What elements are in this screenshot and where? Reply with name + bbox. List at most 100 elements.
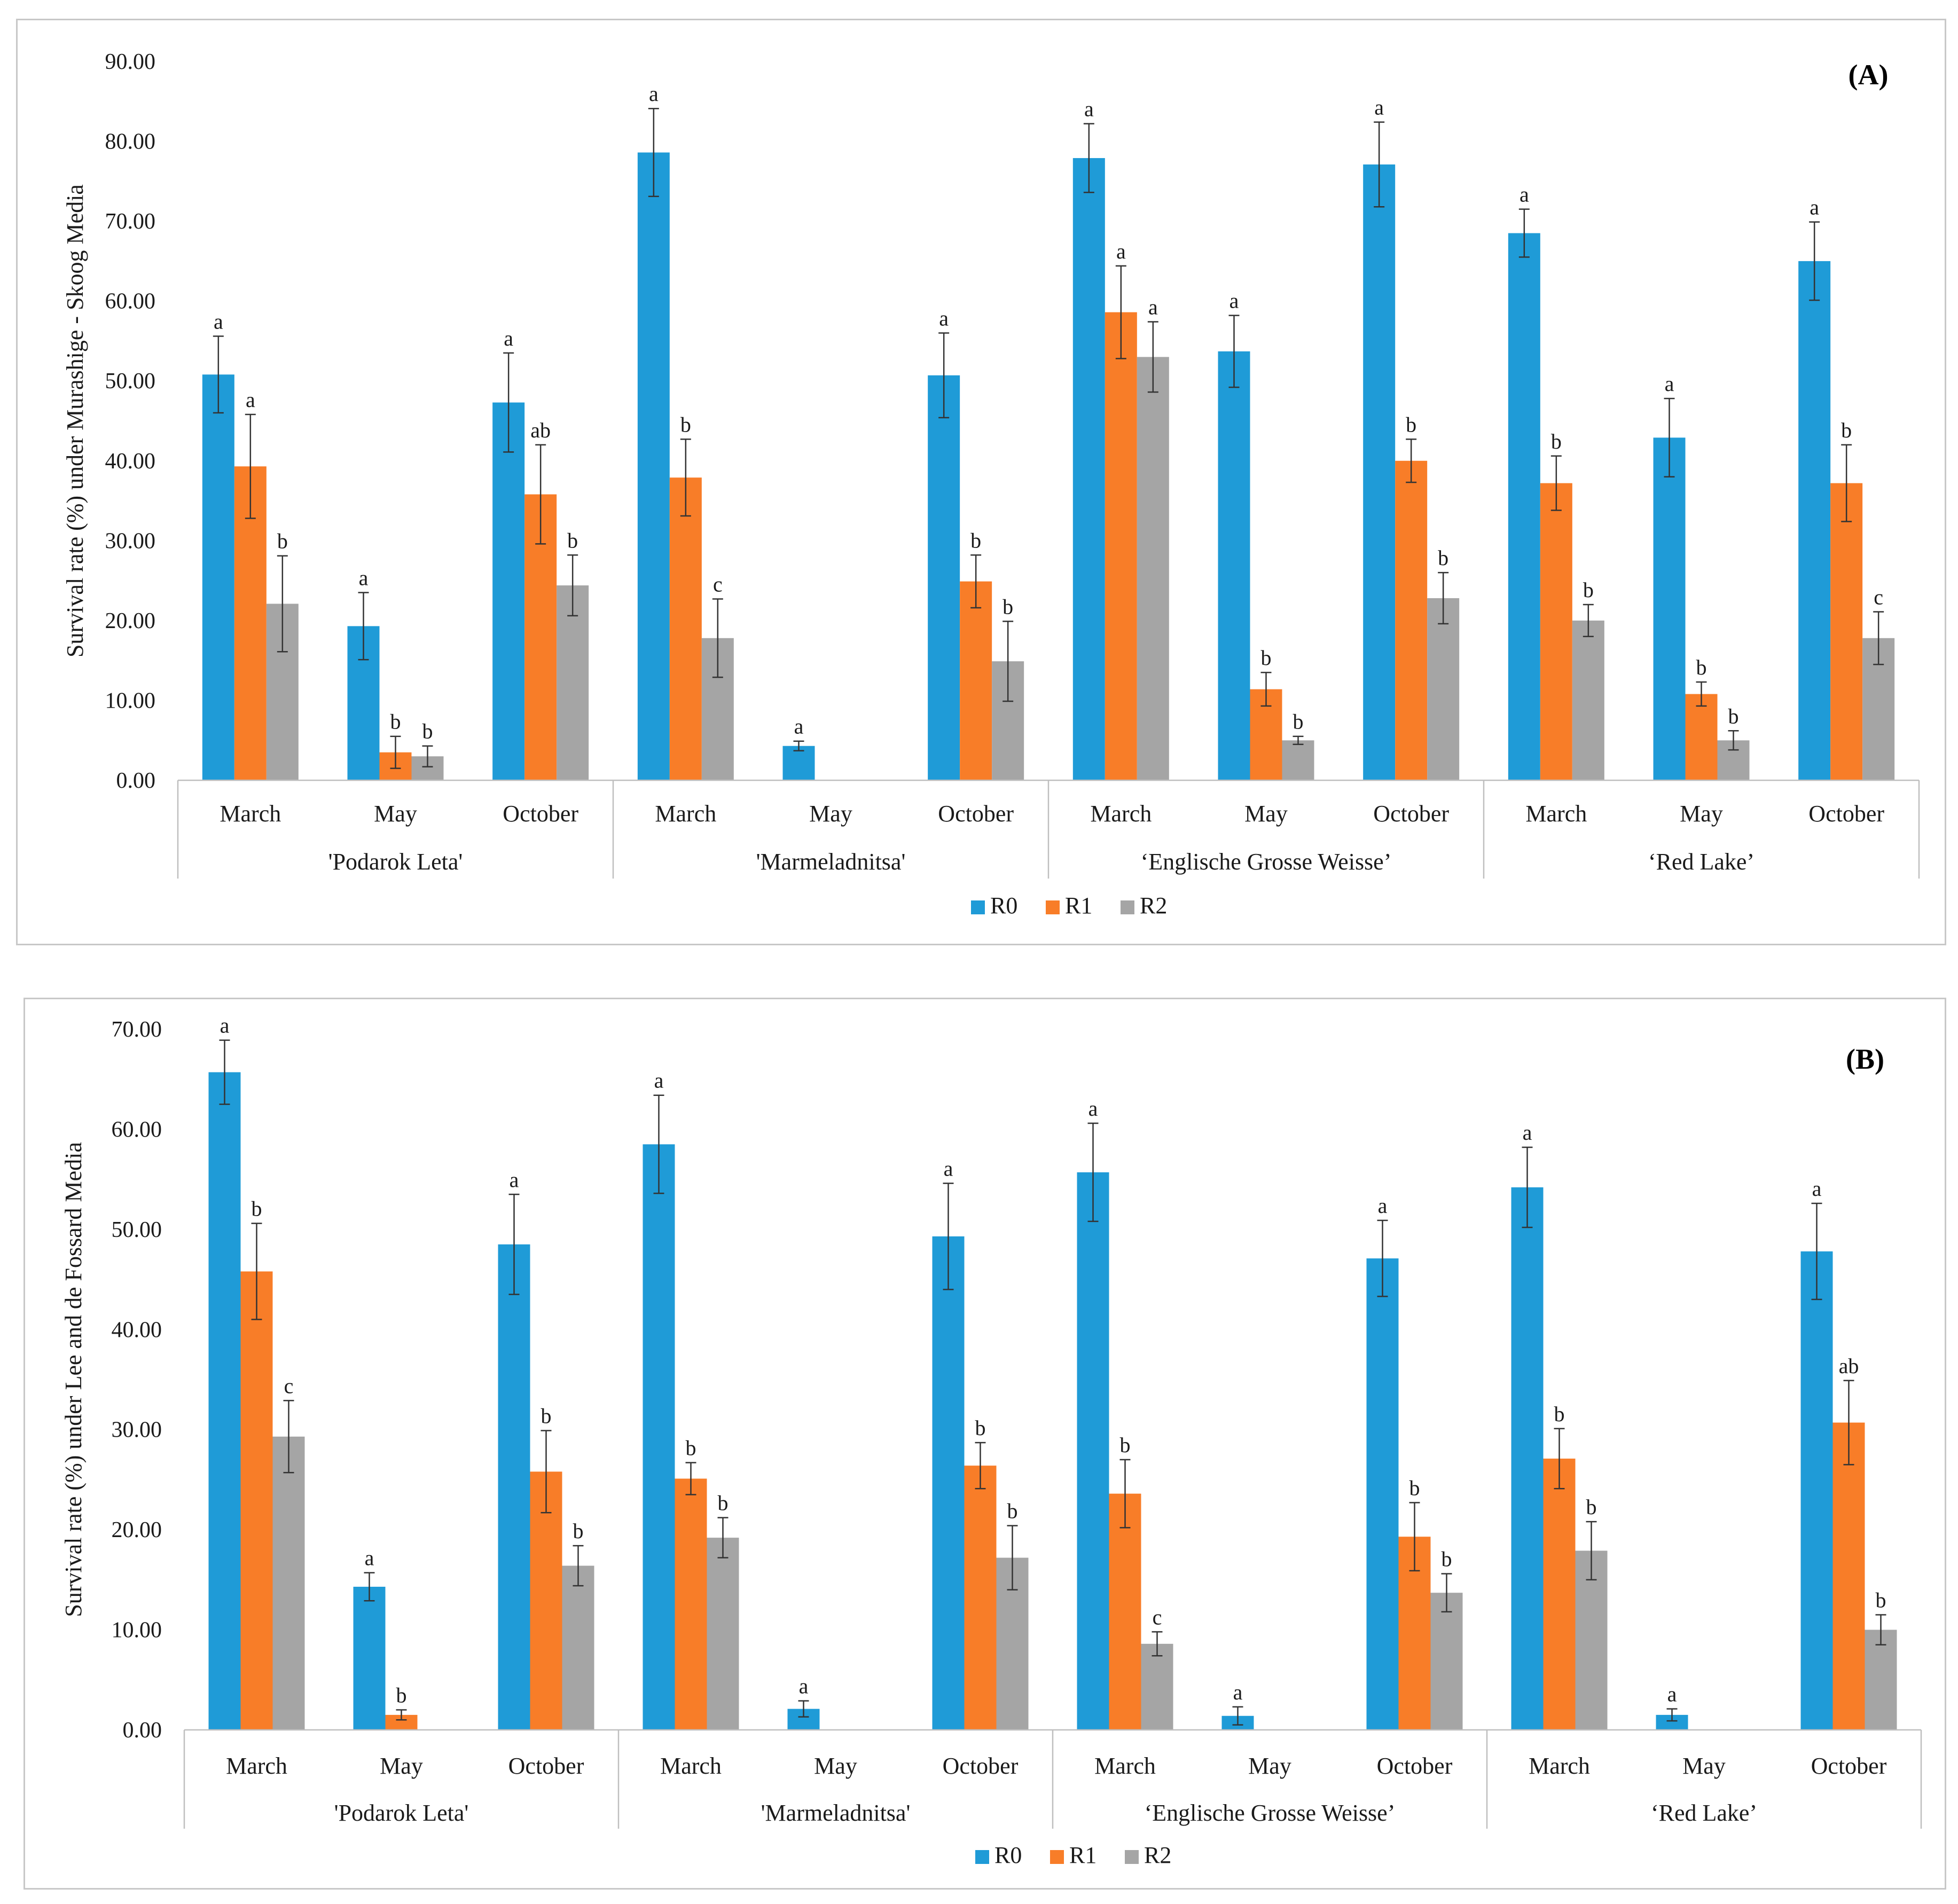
significance-letter: a xyxy=(1148,295,1158,319)
error-bar xyxy=(1377,1219,1388,1297)
error-bar xyxy=(1083,123,1094,193)
error-bar xyxy=(938,332,950,419)
significance-letter: b xyxy=(573,1519,584,1543)
y-tick-label: 30.00 xyxy=(105,529,156,553)
x-tick-label-month: October xyxy=(938,801,1014,827)
significance-letter: a xyxy=(214,309,223,333)
y-tick-label: 40.00 xyxy=(112,1318,162,1342)
error-bar xyxy=(390,735,401,769)
x-group-label: ‘Red Lake’ xyxy=(1651,1800,1757,1826)
significance-letter: b xyxy=(1007,1499,1018,1523)
error-bar xyxy=(1696,681,1707,707)
error-bar xyxy=(680,438,691,517)
x-tick-label-month: October xyxy=(503,801,578,827)
x-tick-label-month: March xyxy=(1094,1753,1156,1779)
significance-letter: a xyxy=(246,388,255,412)
significance-letter: b xyxy=(1551,429,1562,453)
significance-letter: a xyxy=(359,566,369,590)
error-bar xyxy=(503,352,514,453)
error-bar xyxy=(213,335,224,414)
x-tick-label-month: March xyxy=(1525,801,1587,827)
bar-r1 xyxy=(669,477,702,780)
x-tick-label-month: March xyxy=(655,801,716,827)
legend-swatch-r1 xyxy=(1046,900,1060,914)
x-tick-label-month: October xyxy=(943,1753,1019,1779)
significance-letter: b xyxy=(975,1416,986,1440)
error-bar xyxy=(1583,604,1594,638)
error-bar xyxy=(1406,438,1417,483)
bar-r0 xyxy=(202,374,234,780)
error-bar xyxy=(1809,221,1820,301)
error-bar xyxy=(717,1517,729,1558)
x-tick-label-month: October xyxy=(1808,801,1884,827)
x-group-label: ‘Englische Grosse Weisse’ xyxy=(1145,1800,1396,1826)
x-tick-label-month: May xyxy=(374,801,417,827)
significance-letter: b xyxy=(718,1491,729,1515)
x-tick-label-month: March xyxy=(1529,1753,1590,1779)
significance-letter: a xyxy=(1667,1682,1677,1706)
error-bar xyxy=(1232,1706,1243,1726)
bar-r0 xyxy=(1072,158,1105,781)
x-tick-label-month: May xyxy=(809,801,852,827)
bar-r2 xyxy=(272,1436,305,1730)
bar-r0 xyxy=(1800,1251,1833,1730)
significance-letter: a xyxy=(1665,372,1674,396)
bar-r0 xyxy=(1366,1258,1399,1730)
error-bar xyxy=(283,1400,294,1474)
error-bar xyxy=(1293,735,1304,745)
y-tick-label: 10.00 xyxy=(105,688,156,713)
legend-swatch-r1 xyxy=(1050,1850,1064,1864)
panel-label: (A) xyxy=(1849,59,1889,91)
error-bar xyxy=(541,1430,552,1514)
error-bar xyxy=(970,554,982,609)
error-bar xyxy=(1119,1459,1131,1529)
error-bar xyxy=(648,107,659,197)
x-tick-label-month: May xyxy=(1244,801,1288,827)
y-tick-label: 50.00 xyxy=(112,1218,162,1242)
error-bar xyxy=(975,1441,986,1490)
significance-letter: b xyxy=(1554,1402,1565,1426)
error-bar xyxy=(943,1182,954,1290)
error-bar xyxy=(1811,1202,1822,1300)
significance-letter: c xyxy=(284,1374,294,1398)
bar-r2 xyxy=(1430,1593,1463,1730)
chart-a-svg: 0.00 10.00 20.00 30.00 40.00 50.00 60.00 70.00 8… xyxy=(62,50,1920,919)
bar-r1 xyxy=(964,1466,997,1730)
legend-label-r2: R2 xyxy=(1144,1842,1171,1868)
error-bar xyxy=(1438,571,1449,625)
bar-r2 xyxy=(1137,357,1169,780)
y-tick-label: 40.00 xyxy=(105,449,156,474)
significance-letter: b xyxy=(390,710,401,734)
error-bar xyxy=(798,1700,809,1718)
significance-letter: a xyxy=(1088,1096,1098,1121)
bar-r0 xyxy=(353,1586,386,1730)
panel-label: (B) xyxy=(1846,1043,1884,1075)
y-tick-label: 50.00 xyxy=(105,369,156,394)
significance-letter: b xyxy=(252,1197,262,1221)
bar-r1 xyxy=(1685,694,1718,780)
error-bar xyxy=(1841,444,1852,522)
error-bar xyxy=(1522,1146,1533,1228)
x-tick-label-month: May xyxy=(1680,801,1723,827)
error-bar xyxy=(573,1545,584,1587)
error-bar xyxy=(653,1094,664,1194)
significance-letter: c xyxy=(1874,585,1883,609)
error-bar xyxy=(1843,1380,1854,1466)
bar-r2 xyxy=(707,1538,739,1730)
significance-letter: a xyxy=(510,1168,519,1192)
bar-r2 xyxy=(557,585,589,780)
bar-r0 xyxy=(637,152,670,780)
error-bar xyxy=(358,592,369,661)
significance-letter: a xyxy=(939,306,949,330)
significance-letter: a xyxy=(654,1069,664,1093)
error-bar xyxy=(1003,621,1014,702)
significance-letter: a xyxy=(365,1546,374,1570)
bar-r0 xyxy=(782,746,815,780)
significance-letter: b xyxy=(1696,655,1707,679)
bar-r0 xyxy=(643,1144,675,1730)
error-bar xyxy=(1554,1428,1565,1490)
significance-letter: b xyxy=(1586,1495,1597,1519)
legend-label-r0: R0 xyxy=(990,892,1017,919)
error-bar xyxy=(1115,265,1126,359)
y-tick-label: 60.00 xyxy=(112,1117,162,1142)
